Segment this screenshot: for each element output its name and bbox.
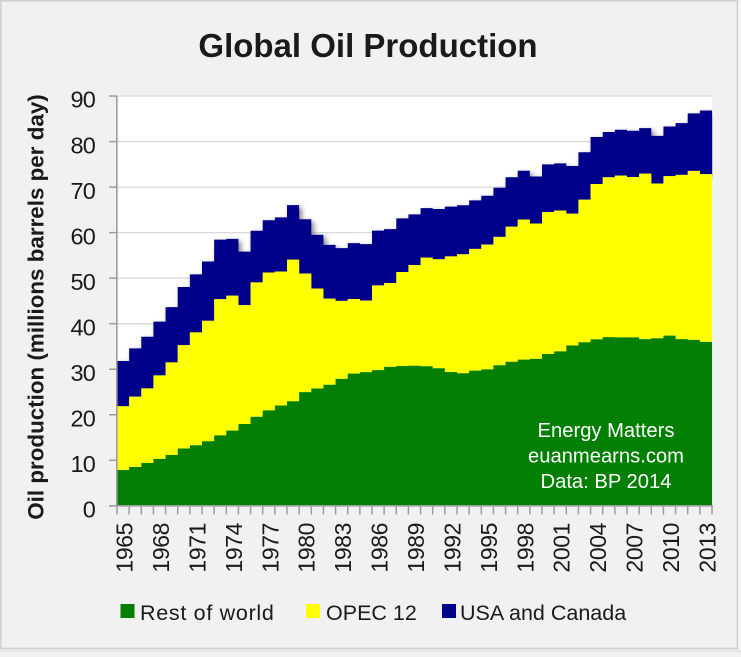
svg-text:Global Oil Production: Global Oil Production: [198, 27, 537, 64]
svg-text:1998: 1998: [512, 523, 538, 573]
svg-text:1974: 1974: [221, 522, 247, 572]
svg-text:50: 50: [70, 269, 95, 295]
svg-text:1995: 1995: [476, 523, 502, 573]
svg-text:60: 60: [70, 223, 95, 249]
svg-text:70: 70: [70, 178, 95, 204]
svg-text:1968: 1968: [148, 523, 174, 573]
svg-text:30: 30: [70, 360, 95, 386]
svg-text:USA and Canada: USA and Canada: [460, 601, 626, 625]
svg-text:40: 40: [70, 314, 95, 340]
svg-text:0: 0: [83, 497, 96, 523]
svg-text:1989: 1989: [403, 523, 429, 573]
svg-text:OPEC 12: OPEC 12: [326, 601, 417, 625]
svg-text:Data: BP 2014: Data: BP 2014: [541, 471, 672, 493]
svg-text:Rest of world: Rest of world: [140, 601, 275, 625]
svg-text:1992: 1992: [439, 523, 465, 573]
svg-text:2010: 2010: [658, 523, 684, 573]
svg-text:1980: 1980: [294, 523, 320, 573]
svg-text:20: 20: [70, 405, 95, 431]
svg-text:2007: 2007: [622, 523, 648, 573]
svg-text:1983: 1983: [330, 523, 356, 573]
svg-text:2004: 2004: [585, 522, 611, 572]
svg-text:1986: 1986: [367, 523, 393, 573]
svg-text:euanmearns.com: euanmearns.com: [528, 446, 684, 468]
svg-text:1977: 1977: [257, 523, 283, 573]
svg-text:1965: 1965: [112, 523, 138, 573]
svg-text:Oil production (millions barre: Oil production (millions barrels per day…: [24, 94, 49, 520]
svg-text:10: 10: [70, 451, 95, 477]
svg-text:Energy Matters: Energy Matters: [538, 420, 675, 442]
svg-text:2013: 2013: [694, 523, 720, 573]
svg-text:90: 90: [70, 87, 95, 113]
svg-text:80: 80: [70, 132, 95, 158]
svg-text:1971: 1971: [184, 523, 210, 573]
svg-text:2001: 2001: [549, 523, 575, 573]
